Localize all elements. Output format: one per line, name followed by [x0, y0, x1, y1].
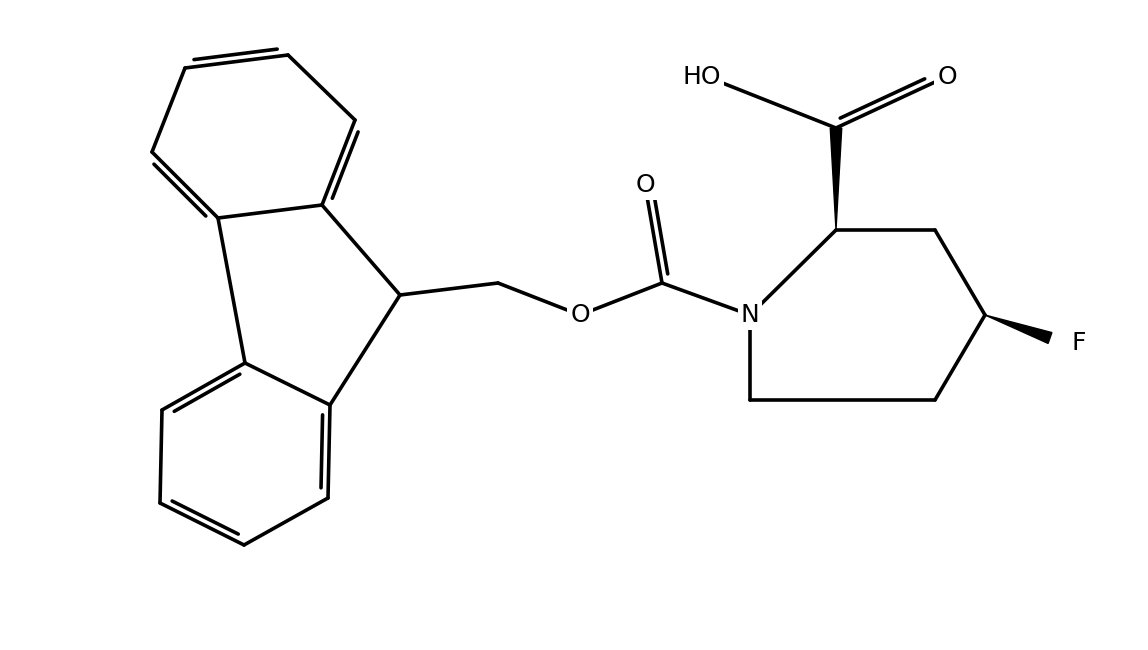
Polygon shape	[830, 128, 841, 230]
Text: O: O	[571, 303, 590, 327]
Text: F: F	[1072, 331, 1086, 355]
Text: N: N	[740, 303, 759, 327]
Polygon shape	[985, 315, 1052, 343]
Text: O: O	[635, 173, 654, 197]
Text: O: O	[937, 65, 956, 89]
Text: HO: HO	[683, 65, 721, 89]
